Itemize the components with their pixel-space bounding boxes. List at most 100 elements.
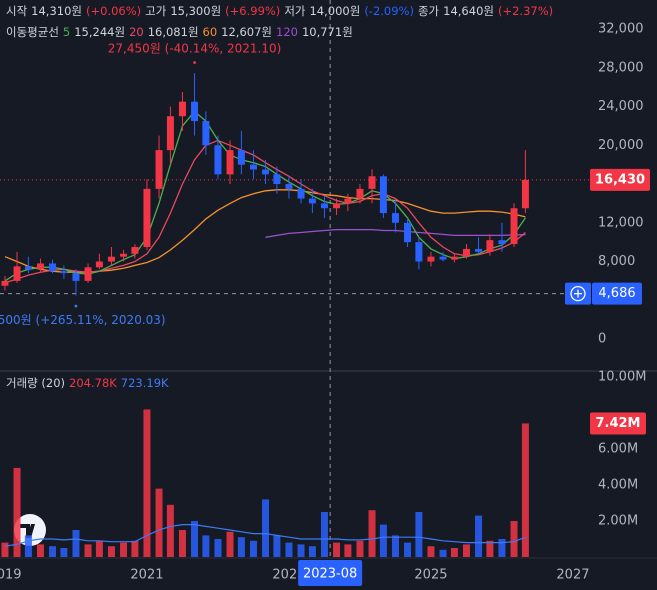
volume-bar [60, 548, 68, 557]
ma-period: 5 [62, 25, 71, 39]
candle-body [178, 101, 186, 117]
candle-body [1, 280, 9, 286]
candle-body [155, 150, 163, 189]
volume-bar [155, 488, 163, 557]
volume-bar [498, 539, 506, 557]
volume-title: 거래량 (20) [6, 376, 66, 390]
candle-body [237, 150, 245, 165]
candle-body [226, 150, 234, 175]
volume-bar [49, 546, 57, 557]
candle-body [249, 164, 257, 170]
volume-bar [107, 546, 115, 557]
volume-bar [486, 540, 494, 557]
candle-body [214, 145, 222, 175]
volume-bar [249, 540, 257, 557]
ma-title: 이동평균선 [6, 25, 59, 39]
volume-bar [166, 504, 174, 557]
ohlc-label: 고가 [145, 4, 167, 18]
ma-line [4, 110, 526, 282]
ma-period: 20 [129, 25, 144, 39]
ohlc-change: (+0.06%) [86, 4, 142, 18]
volume-bar [510, 521, 518, 557]
candle-body [498, 240, 506, 245]
candle-body [510, 208, 518, 245]
candle-body [404, 222, 412, 243]
candle-body [391, 213, 399, 223]
candle-body [131, 246, 139, 254]
volume-bar [36, 544, 44, 557]
candle-body [379, 176, 387, 214]
candle-body [333, 203, 341, 209]
volume-bar [475, 515, 483, 557]
x-tick-label: 2023 [272, 568, 305, 583]
volume-bar [415, 512, 423, 557]
annotation-marker: • [192, 58, 198, 69]
volume-bar [13, 467, 21, 557]
y-tick-label: 32,000 [598, 22, 644, 37]
annotation-marker: • [73, 301, 79, 312]
ohlc-value: 14,000원 [309, 4, 361, 18]
volume-bar [120, 542, 128, 557]
crosshair-price-box [592, 282, 642, 305]
ohlc-legend: 시작 14,310원 (+0.06%) 고가 15,300원 (+6.99%) 저가 14,0… [6, 3, 557, 19]
candle-body [356, 188, 364, 199]
candle-body [120, 253, 128, 257]
volume-bar [439, 549, 447, 557]
crosshair-time-box [298, 560, 363, 586]
volume-last-label: 7.42M [595, 416, 640, 431]
y-tick-label: 28,000 [598, 60, 644, 75]
ma-value: 12,607원 [221, 25, 272, 39]
volume-bar [404, 542, 412, 557]
candle-body [262, 169, 270, 175]
volume-bar [344, 544, 352, 557]
candle-body [415, 242, 423, 262]
volume-bar [391, 535, 399, 557]
candle-body [273, 174, 281, 185]
volume-bar [379, 524, 387, 557]
candle-body [191, 101, 199, 122]
volume-tick-label: 4.00M [598, 478, 638, 493]
candle-body [368, 176, 376, 189]
volume-bar [226, 531, 234, 557]
volume-tick-label: 2.00M [598, 514, 638, 529]
candle-body [297, 188, 305, 199]
crosshair-price-label: 4,686 [598, 286, 635, 301]
candle-body [166, 116, 174, 151]
volume-bar [308, 546, 316, 557]
volume-bar [521, 423, 529, 557]
candle-body [475, 248, 483, 252]
ma-line [4, 189, 526, 273]
volume-ma-line [4, 524, 526, 547]
last-price-box [590, 168, 650, 191]
candle-body [344, 198, 352, 204]
last-price-label: 16,430 [595, 172, 645, 187]
volume-bar [191, 521, 199, 557]
candle-body [107, 256, 115, 262]
candle-body [202, 121, 210, 146]
ma-value: 16,081원 [147, 25, 199, 39]
volume-bar [356, 540, 364, 557]
ma-value: 15,244원 [74, 25, 126, 39]
ma-period: 120 [276, 25, 298, 39]
candle-body [84, 267, 92, 281]
volume-bar [462, 544, 470, 557]
y-tick-label: 24,000 [598, 99, 644, 114]
tradingview-logo [14, 514, 46, 546]
candle-body [24, 266, 32, 270]
candle-body [36, 263, 44, 270]
ohlc-label: 시작 [6, 4, 28, 18]
ohlc-change: (-2.09%) [364, 4, 414, 18]
candle-body [427, 256, 435, 262]
candle-body [143, 188, 151, 247]
candle-body [462, 248, 470, 257]
candle-body [49, 263, 57, 272]
volume-bar [214, 539, 222, 557]
volume-bar [24, 535, 32, 557]
y-tick-label: 12,000 [598, 215, 644, 230]
ohlc-value: 15,300원 [170, 4, 222, 18]
ma-value: 10,771원 [301, 25, 353, 39]
volume-bar [72, 530, 80, 557]
volume-value: 204.78K [69, 376, 117, 390]
